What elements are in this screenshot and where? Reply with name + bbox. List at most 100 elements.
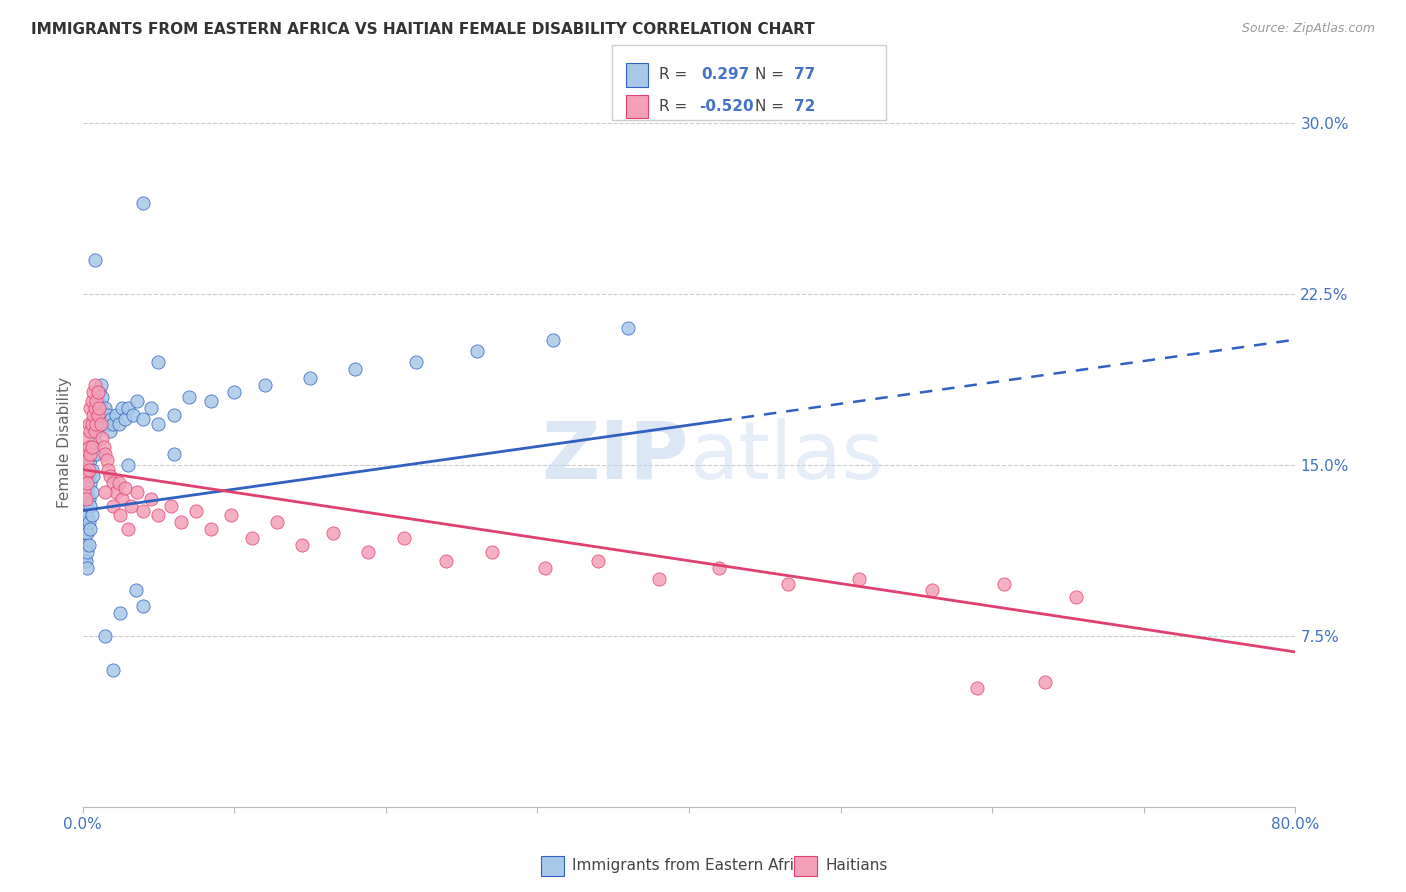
Point	[465, 344, 488, 359]
Point	[1064, 591, 1087, 605]
Point	[93, 440, 115, 454]
Text: N =: N =	[755, 99, 789, 114]
Point	[79, 522, 101, 536]
Point	[80, 508, 103, 523]
Point	[80, 462, 103, 476]
Point	[84, 394, 107, 409]
Point	[73, 531, 96, 545]
Point	[104, 485, 127, 500]
Point	[87, 417, 110, 431]
Point	[77, 492, 100, 507]
Text: ZIP: ZIP	[541, 417, 689, 496]
Point	[82, 447, 104, 461]
Point	[83, 401, 105, 415]
Point	[101, 663, 124, 677]
Point	[162, 447, 184, 461]
Point	[89, 401, 111, 415]
Point	[921, 583, 943, 598]
Point	[114, 481, 136, 495]
Point	[848, 572, 870, 586]
Point	[89, 385, 111, 400]
Point	[77, 469, 100, 483]
Point	[242, 531, 264, 545]
Point	[224, 385, 246, 400]
Point	[117, 401, 139, 415]
Point	[96, 417, 118, 431]
Point	[148, 508, 170, 523]
Point	[120, 499, 142, 513]
Point	[82, 385, 104, 400]
Point	[75, 522, 97, 536]
Point	[121, 408, 143, 422]
Point	[82, 408, 104, 422]
Text: Source: ZipAtlas.com: Source: ZipAtlas.com	[1241, 22, 1375, 36]
Point	[104, 408, 127, 422]
Point	[101, 476, 124, 491]
Point	[83, 378, 105, 392]
Point	[541, 333, 564, 347]
Point	[219, 508, 242, 523]
Point	[298, 371, 321, 385]
Text: Immigrants from Eastern Africa: Immigrants from Eastern Africa	[572, 858, 813, 872]
Point	[79, 401, 101, 415]
Point	[114, 412, 136, 426]
Point	[87, 394, 110, 409]
Point	[82, 424, 104, 438]
Point	[80, 440, 103, 454]
Point	[94, 485, 117, 500]
Text: N =: N =	[755, 68, 789, 82]
Point	[97, 462, 120, 476]
Point	[80, 485, 103, 500]
Point	[84, 424, 107, 438]
Point	[76, 560, 98, 574]
Point	[110, 508, 132, 523]
Point	[79, 424, 101, 438]
Text: 72: 72	[794, 99, 815, 114]
Point	[117, 522, 139, 536]
Point	[617, 321, 640, 335]
Point	[77, 462, 100, 476]
Point	[1033, 674, 1056, 689]
Point	[993, 576, 1015, 591]
Point	[776, 576, 799, 591]
Point	[73, 462, 96, 476]
Text: IMMIGRANTS FROM EASTERN AFRICA VS HAITIAN FEMALE DISABILITY CORRELATION CHART: IMMIGRANTS FROM EASTERN AFRICA VS HAITIA…	[31, 22, 814, 37]
Point	[132, 195, 155, 210]
Y-axis label: Female Disability: Female Disability	[58, 376, 72, 508]
Point	[84, 417, 107, 431]
Point	[253, 378, 276, 392]
Point	[79, 447, 101, 461]
Point	[77, 440, 100, 454]
Point	[75, 447, 97, 461]
Point	[91, 390, 114, 404]
Point	[586, 554, 609, 568]
Point	[647, 572, 669, 586]
Point	[96, 453, 118, 467]
Point	[481, 544, 503, 558]
Point	[90, 401, 112, 415]
Point	[79, 476, 101, 491]
Point	[82, 469, 104, 483]
Point	[98, 469, 121, 483]
Point	[76, 508, 98, 523]
Text: Haitians: Haitians	[825, 858, 887, 872]
Point	[159, 499, 181, 513]
Point	[132, 599, 155, 614]
Point	[177, 390, 200, 404]
Point	[966, 681, 988, 696]
Point	[148, 417, 170, 431]
Point	[89, 408, 111, 422]
Point	[87, 385, 110, 400]
Point	[77, 417, 100, 431]
Point	[73, 515, 96, 529]
Point	[322, 526, 344, 541]
Text: atlas: atlas	[689, 417, 883, 496]
Point	[90, 417, 112, 431]
Point	[83, 252, 105, 267]
Point	[111, 492, 134, 507]
Point	[111, 401, 134, 415]
Point	[77, 538, 100, 552]
Point	[76, 485, 98, 500]
Point	[76, 476, 98, 491]
Point	[80, 417, 103, 431]
